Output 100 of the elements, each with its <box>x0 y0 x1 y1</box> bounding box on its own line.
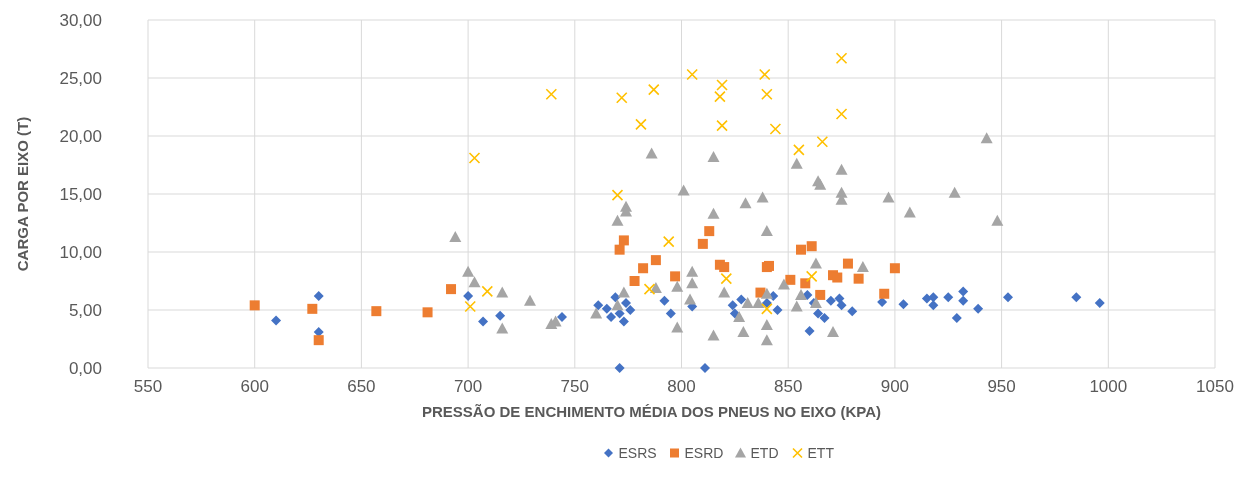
point <box>835 108 848 120</box>
point <box>649 281 662 293</box>
point <box>813 308 824 319</box>
point <box>761 303 773 315</box>
point <box>671 280 684 292</box>
legend-label: ESRS <box>618 445 657 461</box>
point <box>800 278 811 289</box>
point <box>307 303 318 314</box>
point <box>804 325 815 336</box>
point <box>790 157 803 169</box>
point <box>249 300 260 311</box>
point <box>816 136 829 148</box>
point <box>593 300 604 311</box>
point <box>495 310 506 321</box>
point <box>793 144 805 156</box>
point <box>643 283 656 295</box>
point <box>662 235 675 248</box>
point <box>785 274 796 285</box>
point <box>733 310 746 322</box>
x-tick-label: 750 <box>560 377 589 396</box>
point <box>684 293 697 305</box>
point <box>686 265 699 277</box>
point <box>853 273 864 284</box>
point <box>464 300 477 313</box>
x-tick-label: 600 <box>240 377 269 396</box>
point <box>847 306 858 317</box>
point <box>659 295 670 306</box>
y-tick-label: 5,00 <box>68 301 102 320</box>
x-tick-label: 1050 <box>1196 377 1234 396</box>
point <box>686 277 699 289</box>
point <box>903 206 916 218</box>
y-tick-label: 25,00 <box>59 69 102 88</box>
point <box>313 335 324 346</box>
point <box>606 311 617 322</box>
point <box>835 163 848 175</box>
point <box>557 311 567 322</box>
point <box>718 286 731 298</box>
point <box>796 244 806 255</box>
point <box>611 189 624 201</box>
point <box>716 79 728 91</box>
point <box>647 83 660 96</box>
point <box>815 289 826 300</box>
point <box>707 329 720 341</box>
x-tick-label: 950 <box>987 377 1016 396</box>
point <box>468 152 481 164</box>
point <box>645 147 658 159</box>
point <box>805 270 818 283</box>
x-tick-label: 800 <box>667 377 696 396</box>
point <box>827 326 840 338</box>
point <box>478 316 489 327</box>
point <box>621 298 632 309</box>
point <box>617 286 630 298</box>
point <box>601 303 612 314</box>
point <box>777 278 790 290</box>
point <box>714 90 726 103</box>
point <box>496 286 509 298</box>
y-tick-label: 0,00 <box>68 359 102 378</box>
y-tick-label: 10,00 <box>59 243 102 262</box>
point <box>1094 298 1105 309</box>
point <box>618 316 629 327</box>
point <box>973 303 984 314</box>
legend-label: ESRD <box>684 445 724 461</box>
point <box>842 258 853 269</box>
point <box>889 263 900 274</box>
point <box>545 88 558 101</box>
point <box>1003 292 1013 303</box>
point <box>928 300 939 311</box>
point <box>951 313 962 324</box>
point <box>739 197 752 209</box>
point <box>625 305 636 315</box>
point <box>835 52 848 65</box>
legend-label: ETD <box>750 445 779 461</box>
x-axis-title: PRESSÃO DE ENCHIMENTO MÉDIA DOS PNEUS NO EIXO (KPA) <box>422 403 881 420</box>
x-tick-label: 850 <box>774 377 803 396</box>
point <box>614 244 625 255</box>
point <box>809 257 822 269</box>
point <box>699 363 710 373</box>
point <box>819 313 830 324</box>
point <box>422 307 433 318</box>
y-axis-title: CARGA POR EIXO (T) <box>14 116 31 272</box>
point <box>879 288 890 299</box>
point <box>462 265 475 277</box>
point <box>980 132 993 144</box>
point <box>271 315 282 326</box>
point <box>481 285 494 298</box>
point <box>806 241 817 252</box>
point <box>737 326 750 338</box>
point <box>882 191 895 203</box>
point <box>758 68 771 81</box>
point <box>856 261 869 273</box>
point <box>446 284 457 295</box>
point <box>629 276 640 286</box>
point <box>752 297 765 309</box>
point <box>638 263 649 274</box>
point <box>928 292 939 303</box>
point <box>686 68 698 81</box>
point <box>1071 292 1082 303</box>
point <box>463 291 474 302</box>
y-tick-label: 20,00 <box>59 127 102 146</box>
y-tick-label: 30,00 <box>59 11 102 30</box>
